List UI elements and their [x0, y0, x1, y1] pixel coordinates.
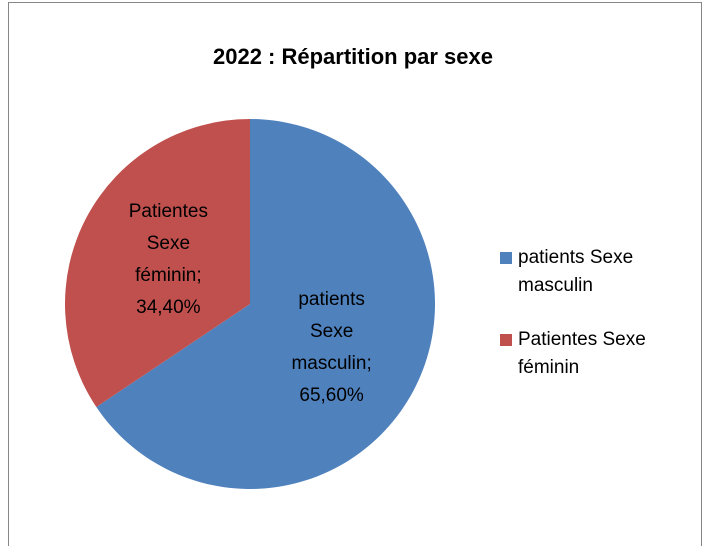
data-label-separator: ; — [366, 352, 372, 374]
chart-title: 2022 : Répartition par sexe — [212, 44, 493, 69]
legend-item: Patientes Sexe féminin — [500, 326, 680, 382]
legend-label: patients Sexe masculin — [518, 247, 634, 296]
data-label: Patientes Sexe féminin; 34,40% — [113, 196, 223, 324]
chart-border — [8, 2, 702, 546]
data-label-category: Patientes Sexe féminin — [128, 201, 208, 287]
pie-slice — [64, 119, 250, 408]
data-label: patients Sexe masculin; 65,60% — [277, 284, 387, 412]
data-label-value: 34,40% — [136, 297, 201, 319]
pie-slice — [96, 119, 436, 490]
data-label-value: 65,60% — [299, 384, 364, 406]
legend-item: patients Sexe masculin — [500, 244, 680, 300]
legend-label: Patientes Sexe féminin — [518, 329, 646, 378]
data-label-category: patients Sexe masculin — [291, 288, 367, 374]
legend-swatch — [500, 252, 512, 264]
data-label-separator: ; — [196, 265, 202, 287]
legend-swatch — [500, 334, 512, 346]
